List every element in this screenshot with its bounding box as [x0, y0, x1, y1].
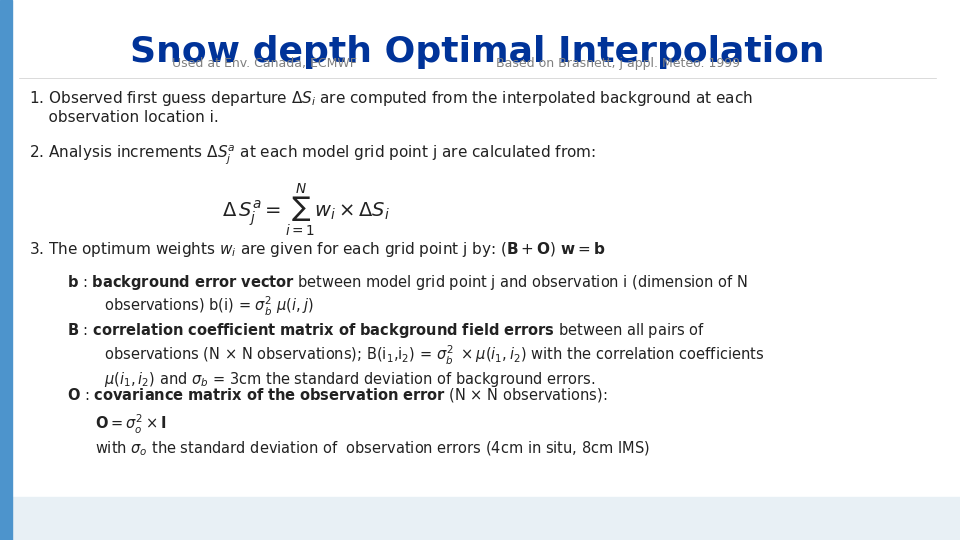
- Text: with $\sigma_o$ the standard deviation of  observation errors (4cm in situ, 8cm : with $\sigma_o$ the standard deviation o…: [95, 440, 650, 458]
- Text: Based on Brasnett, j appl. Meteo. 1999: Based on Brasnett, j appl. Meteo. 1999: [496, 57, 740, 70]
- Text: $\mathbf{b}$ : $\mathbf{background\ error\ vector}$ between model grid point j a: $\mathbf{b}$ : $\mathbf{background\ erro…: [67, 273, 748, 318]
- Text: 1. Observed first guess departure $\Delta S_i$ are computed from the interpolate: 1. Observed first guess departure $\Delt…: [29, 89, 753, 125]
- Circle shape: [19, 511, 36, 520]
- Text: 2. Analysis increments $\Delta S_j^a$ at each model grid point j are calculated : 2. Analysis increments $\Delta S_j^a$ at…: [29, 143, 595, 166]
- Text: Snow depth Optimal Interpolation: Snow depth Optimal Interpolation: [130, 35, 825, 69]
- Text: 3. The optimum weights $w_i$ are given for each grid point j by: $(\mathbf{B} + : 3. The optimum weights $w_i$ are given f…: [29, 240, 605, 259]
- Text: © ECMWF: © ECMWF: [872, 515, 926, 524]
- Text: EUROPEAN CENTRE FOR MEDIUM-RANGE WEATHER FORECASTS: EUROPEAN CENTRE FOR MEDIUM-RANGE WEATHER…: [77, 515, 423, 524]
- Text: $\mathbf{O} = \sigma^2_o \times \mathbf{I}$: $\mathbf{O} = \sigma^2_o \times \mathbf{…: [95, 413, 167, 436]
- Text: Used at Env. Canada, ECMWF: Used at Env. Canada, ECMWF: [172, 57, 357, 70]
- Text: $\mathbf{O}$ : $\mathbf{covariance\ matrix\ of\ the\ observation\ error}$ (N $\t: $\mathbf{O}$ : $\mathbf{covariance\ matr…: [67, 386, 608, 404]
- Circle shape: [14, 509, 39, 523]
- Text: $\Delta\, S_j^a = \sum_{i=1}^{N} w_i \times \Delta S_i$: $\Delta\, S_j^a = \sum_{i=1}^{N} w_i \ti…: [222, 181, 390, 238]
- Text: $\mathbf{B}$ : $\mathbf{correlation\ coefficient\ matrix\ of\ background\ field\: $\mathbf{B}$ : $\mathbf{correlation\ coe…: [67, 321, 764, 389]
- Text: ECMWF: ECMWF: [44, 509, 97, 522]
